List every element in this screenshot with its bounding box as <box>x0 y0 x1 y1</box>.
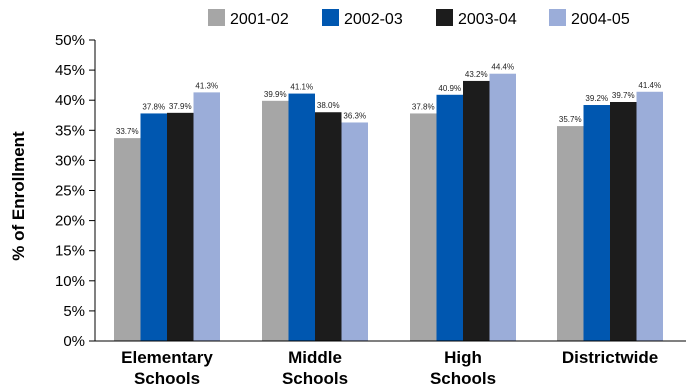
legend-swatch <box>208 9 225 26</box>
y-tick-label: 25% <box>55 183 85 200</box>
category-label: Middle <box>288 348 342 367</box>
data-label: 36.3% <box>343 111 366 120</box>
category-label: Elementary <box>121 348 213 367</box>
legend-label: 2001-02 <box>230 11 289 28</box>
bar <box>114 138 141 341</box>
data-labels: 33.7% 37.8% 37.9% 41.3% 39.9%41.1% 38.0%36.3%… <box>116 63 661 136</box>
bar <box>489 73 516 341</box>
data-label: 35.7% <box>559 115 582 124</box>
category-label: Schools <box>430 369 496 388</box>
y-axis-label: % of Enrollment <box>9 131 28 261</box>
y-tick-label: 35% <box>55 122 85 139</box>
data-label: 40.9% <box>438 84 461 93</box>
data-label: 39.9% <box>264 90 287 99</box>
bar <box>436 94 463 341</box>
y-tick-label: 10% <box>55 273 85 290</box>
data-label: 39.2% <box>585 94 608 103</box>
legend-swatch <box>549 9 566 26</box>
bar <box>167 112 194 341</box>
y-tick-label: 40% <box>55 92 85 109</box>
bar <box>583 105 610 342</box>
data-label: 37.9% <box>169 102 192 111</box>
y-tick-label: 20% <box>55 213 85 230</box>
data-label: 38.0% <box>317 101 340 110</box>
data-label: 44.4% <box>491 63 514 72</box>
x-axis: Elementary Schools Middle Schools High School… <box>121 348 658 388</box>
bar <box>610 102 637 341</box>
y-tick-label: 50% <box>55 32 85 49</box>
data-label: 41.3% <box>195 81 218 90</box>
data-label: 39.7% <box>612 91 635 100</box>
bar <box>288 93 315 341</box>
category-label: Schools <box>282 369 348 388</box>
bar <box>193 92 220 342</box>
legend: 2001-02 2002-03 2003-04 2004-05 <box>208 9 630 28</box>
bar <box>140 113 167 341</box>
data-label: 41.4% <box>638 81 661 90</box>
bar <box>410 113 437 341</box>
category-label: Districtwide <box>562 348 658 367</box>
legend-swatch <box>436 9 453 26</box>
bar <box>636 91 663 341</box>
data-label: 43.2% <box>465 70 488 79</box>
data-label: 33.7% <box>116 127 139 136</box>
legend-label: 2002-03 <box>344 11 403 28</box>
data-label: 37.8% <box>142 102 165 111</box>
bars <box>114 73 663 342</box>
category-label: High <box>444 348 482 367</box>
y-tick-label: 0% <box>63 333 85 350</box>
y-tick-label: 15% <box>55 243 85 260</box>
bar <box>262 100 289 341</box>
data-label: 37.8% <box>412 102 435 111</box>
bar <box>341 122 368 341</box>
y-tick-label: 45% <box>55 62 85 79</box>
bar <box>315 112 342 342</box>
legend-label: 2004-05 <box>571 11 630 28</box>
data-label: 41.1% <box>290 83 313 92</box>
bar <box>557 126 584 341</box>
legend-label: 2003-04 <box>458 11 517 28</box>
y-tick-label: 5% <box>63 303 85 320</box>
bar <box>463 80 490 341</box>
y-tick-label: 30% <box>55 152 85 169</box>
category-label: Schools <box>134 369 200 388</box>
y-axis: 0% 5% 10% 15% 20% 25% 30% 35% 40% 45% 50% <box>55 32 95 350</box>
legend-swatch <box>322 9 339 26</box>
